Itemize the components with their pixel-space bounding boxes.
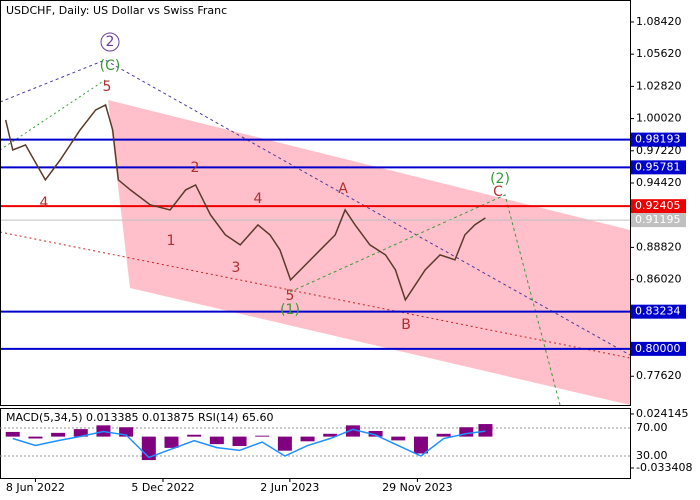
wave-label: 5	[103, 79, 112, 95]
price-line	[4, 103, 486, 302]
x-tick-label: 8 Jun 2022	[6, 481, 65, 494]
macd-bar	[209, 436, 224, 445]
level-tag	[631, 199, 686, 214]
level-label: 0.98193	[635, 133, 681, 146]
level-tag	[631, 304, 686, 319]
macd-bar	[277, 436, 292, 451]
y-tick-label: 1.08420	[636, 15, 682, 28]
macd-bar	[323, 433, 338, 437]
macd-bar	[255, 435, 270, 437]
chart-title: USDCHF, Daily: US Dollar vs Swiss Franc	[6, 4, 227, 17]
macd-bar	[119, 427, 134, 437]
y-tick-label: 1.02820	[636, 79, 682, 92]
wave-label: A	[338, 181, 348, 197]
x-tick-label: 29 Nov 2023	[382, 481, 452, 494]
wave-trend-line	[0, 59, 631, 356]
level-label: 0.83234	[635, 305, 681, 318]
wave-label: 3	[232, 260, 241, 276]
wave-label: 4	[254, 191, 263, 207]
y2-tick-label: 30.00	[636, 449, 668, 462]
macd-bar	[436, 433, 451, 437]
level-tag	[631, 160, 686, 175]
macd-bar	[391, 436, 406, 441]
rsi-line	[12, 428, 486, 459]
indicator-title: MACD(5,34,5) 0.013385 0.013875 RSI(14) 6…	[6, 411, 273, 424]
macd-bar	[5, 431, 20, 437]
level-label: 0.92405	[635, 199, 681, 212]
wave-label: 2	[191, 160, 200, 176]
macd-bar	[413, 436, 428, 454]
wave-label: (C)	[100, 58, 121, 74]
wave-trend-line	[0, 79, 106, 151]
wave-label: 1	[167, 233, 176, 249]
y2-tick-label: 70.00	[636, 421, 668, 434]
y-tick-label: 0.97220	[636, 144, 682, 157]
macd-bar	[368, 430, 383, 437]
macd-bar	[28, 436, 43, 439]
y-tick-label: -0.033408	[636, 461, 692, 474]
y-tick-label: 0.94420	[636, 176, 682, 189]
wave-label: C	[493, 184, 503, 200]
level-label: 0.80000	[635, 342, 681, 355]
level-tag	[631, 341, 686, 356]
level-label: 0.91195	[635, 213, 681, 226]
y-tick-label: 0.86020	[636, 273, 682, 286]
macd-bar	[478, 424, 493, 437]
wave-label: (2)	[490, 171, 510, 187]
macd-bar	[345, 425, 360, 437]
x-tick-label: 2 Jun 2023	[260, 481, 319, 494]
level-tag	[631, 213, 686, 228]
macd-bar	[300, 436, 315, 442]
wave-label: 5	[286, 288, 295, 304]
y-tick-label: 1.05620	[636, 47, 682, 60]
wave-label: 4	[40, 195, 49, 211]
level-label: 0.95781	[635, 160, 681, 173]
indicator-frame	[0, 408, 631, 479]
macd-bar	[232, 436, 247, 447]
wave-label: 2	[106, 34, 115, 50]
y-tick-label: 0.88820	[636, 240, 682, 253]
level-tag	[631, 132, 686, 147]
y-tick-label: 0.77620	[636, 369, 682, 382]
macd-bar	[459, 427, 474, 437]
x-tick-label: 5 Dec 2022	[131, 481, 194, 494]
macd-bar	[187, 434, 202, 437]
wave-circle	[100, 32, 120, 52]
macd-bar	[73, 429, 88, 437]
plot	[0, 103, 630, 350]
plot-frame	[0, 0, 631, 406]
wave-label: B	[401, 317, 411, 333]
y-tick-label: 0.024145	[636, 407, 689, 420]
trend-line	[0, 231, 631, 359]
macd-bar	[51, 432, 66, 437]
wave-label: (1)	[280, 302, 300, 318]
channel	[108, 100, 630, 405]
y-tick-label: 1.00020	[636, 112, 682, 125]
wave-trend-line	[289, 194, 561, 406]
macd-bar	[164, 436, 179, 448]
